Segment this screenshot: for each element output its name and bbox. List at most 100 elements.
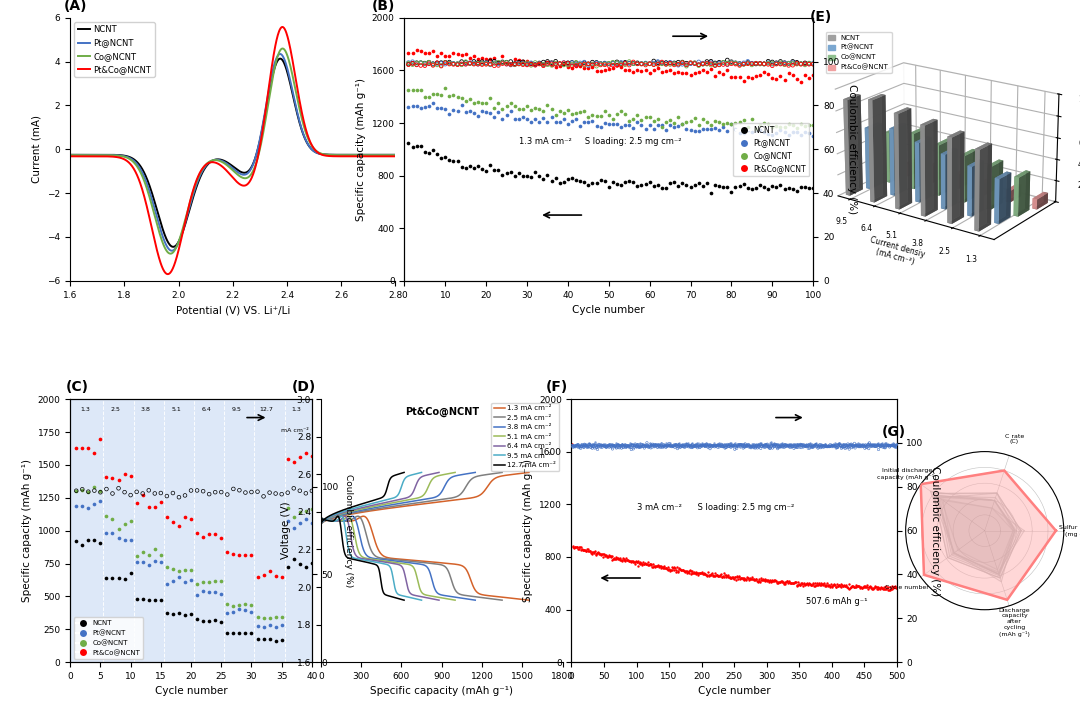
- Point: [543, 57, 561, 68]
- Point: [631, 556, 648, 567]
- Point: [261, 619, 279, 631]
- Point: [656, 439, 673, 451]
- Point: [758, 439, 775, 450]
- Point: [681, 58, 699, 69]
- Point: [788, 438, 806, 449]
- Point: [792, 441, 809, 453]
- Point: [818, 579, 835, 590]
- Point: [780, 68, 797, 79]
- Legend: NCNT, Pt@NCNT, Co@NCNT, Pt&Co@NCNT: NCNT, Pt@NCNT, Co@NCNT, Pt&Co@NCNT: [825, 32, 891, 73]
- Point: [570, 541, 588, 553]
- Point: [171, 491, 188, 503]
- Point: [413, 140, 430, 152]
- Polygon shape: [930, 491, 1015, 582]
- X-axis label: Cycle number: Cycle number: [154, 686, 228, 696]
- Point: [449, 58, 467, 69]
- Point: [862, 580, 879, 592]
- Point: [836, 440, 853, 451]
- Point: [866, 439, 883, 450]
- Point: [768, 57, 785, 68]
- Point: [285, 553, 302, 565]
- Legend: NCNT, Pt@NCNT, Co@NCNT, Pt&Co@NCNT: NCNT, Pt@NCNT, Co@NCNT, Pt&Co@NCNT: [73, 617, 143, 659]
- Point: [453, 56, 470, 68]
- Point: [752, 58, 769, 70]
- Point: [470, 97, 487, 108]
- Point: [122, 471, 139, 482]
- Point: [445, 90, 462, 101]
- Point: [603, 439, 620, 450]
- Point: [68, 535, 85, 547]
- Point: [564, 439, 581, 451]
- Point: [510, 56, 527, 68]
- Point: [183, 565, 200, 576]
- Point: [726, 573, 743, 585]
- Point: [159, 511, 176, 522]
- Point: [639, 559, 657, 570]
- Point: [80, 442, 97, 454]
- Point: [213, 575, 230, 587]
- Point: [713, 438, 730, 449]
- Point: [571, 59, 589, 70]
- Point: [771, 440, 788, 451]
- Point: [760, 439, 778, 450]
- Point: [539, 58, 556, 70]
- Point: [176, 490, 193, 501]
- Point: [110, 533, 127, 544]
- Point: [660, 564, 677, 575]
- Point: [807, 438, 824, 449]
- Point: [642, 58, 659, 70]
- Point: [805, 441, 822, 452]
- Point: [498, 167, 515, 179]
- Point: [465, 162, 483, 174]
- Point: [596, 105, 613, 117]
- Point: [629, 180, 646, 192]
- Point: [674, 118, 691, 130]
- Point: [678, 441, 696, 452]
- Point: [465, 98, 483, 109]
- Point: [579, 441, 596, 453]
- Point: [630, 439, 647, 451]
- Point: [514, 170, 531, 182]
- Point: [812, 580, 829, 591]
- Point: [649, 439, 666, 451]
- Point: [849, 441, 866, 452]
- Point: [751, 575, 768, 587]
- Point: [502, 105, 519, 117]
- Point: [591, 548, 608, 559]
- Point: [441, 108, 458, 120]
- Point: [489, 106, 507, 117]
- Point: [794, 439, 811, 451]
- Point: [621, 64, 638, 75]
- Point: [805, 120, 822, 131]
- Point: [585, 441, 603, 453]
- Point: [840, 583, 858, 595]
- Point: [758, 441, 775, 452]
- Point: [617, 440, 634, 451]
- Point: [176, 565, 193, 576]
- Point: [786, 439, 804, 450]
- Point: [579, 440, 596, 451]
- Legend: 1.3 mA cm⁻², 2.5 mA cm⁻², 3.8 mA cm⁻², 5.1 mA cm⁻², 6.4 mA cm⁻², 9.5 mA cm⁻², 12: 1.3 mA cm⁻², 2.5 mA cm⁻², 3.8 mA cm⁻², 5…: [491, 402, 559, 471]
- Point: [424, 98, 442, 109]
- Point: [665, 117, 683, 129]
- Point: [523, 58, 540, 70]
- Point: [453, 49, 470, 61]
- Point: [780, 58, 797, 69]
- Point: [784, 120, 801, 131]
- Point: [804, 438, 821, 449]
- Point: [697, 568, 714, 580]
- Point: [507, 170, 524, 182]
- Y-axis label: Specific capacity (mAh g⁻¹): Specific capacity (mAh g⁻¹): [22, 459, 32, 602]
- Legend: NCNT, Pt@NCNT, Co@NCNT, Pt&Co@NCNT: NCNT, Pt@NCNT, Co@NCNT, Pt&Co@NCNT: [75, 22, 154, 77]
- Point: [635, 441, 652, 452]
- Point: [697, 441, 714, 452]
- Point: [486, 103, 503, 114]
- Point: [436, 82, 454, 93]
- Point: [600, 441, 618, 453]
- Point: [602, 439, 619, 450]
- Point: [848, 440, 865, 451]
- Point: [725, 440, 742, 451]
- Point: [831, 439, 848, 450]
- Point: [854, 581, 872, 592]
- Co@NCNT: [311, 147, 324, 156]
